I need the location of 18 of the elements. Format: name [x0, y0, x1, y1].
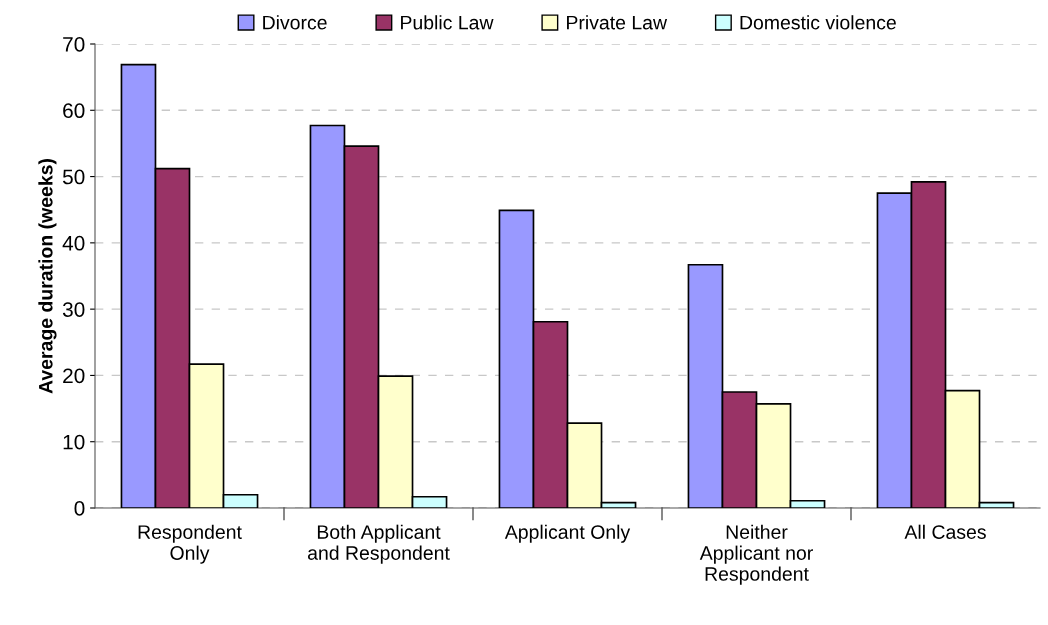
x-tick-label: Both Applicant and Respondent [307, 524, 450, 564]
legend-label: Public Law [401, 15, 494, 30]
legend-label: Private Law [567, 15, 668, 30]
x-tick-label: All Cases [904, 524, 986, 539]
y-axis-title: Average duration (weeks) [38, 159, 57, 394]
y-tick-label: 0 [74, 501, 85, 516]
x-tick-label: Applicant Only [504, 524, 631, 543]
y-tick-label: 40 [62, 235, 85, 251]
y-tick-label: 70 [63, 37, 85, 52]
y-tick-label: 50 [62, 169, 85, 185]
y-tick-label: 30 [62, 302, 85, 317]
x-tick-label: Respondent Only [138, 524, 242, 564]
legend-label: Domestic violence [740, 15, 896, 30]
y-tick-label: 60 [63, 103, 85, 119]
legend-label: Divorce [263, 15, 327, 30]
x-tick-label: Neither Applicant nor Respondent [699, 524, 813, 585]
y-tick-label: 10 [63, 434, 85, 450]
y-tick-label: 20 [63, 368, 85, 384]
